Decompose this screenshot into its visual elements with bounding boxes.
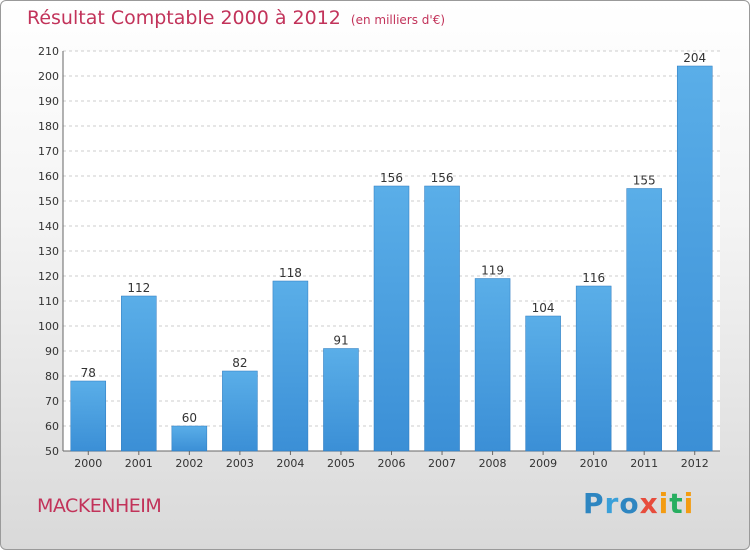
- x-tick-label: 2002: [175, 457, 203, 470]
- y-tick-label: 50: [45, 445, 59, 458]
- value-label: 118: [279, 266, 302, 280]
- y-tick-label: 80: [45, 370, 59, 383]
- proxiti-logo: Proxiti: [583, 487, 694, 520]
- value-label: 112: [127, 281, 150, 295]
- y-tick-label: 140: [38, 220, 59, 233]
- x-tick-label: 2007: [428, 457, 456, 470]
- bar: [222, 370, 258, 452]
- x-tick-label: 2001: [125, 457, 153, 470]
- bar: [323, 348, 359, 452]
- value-label: 119: [481, 264, 504, 278]
- value-label: 104: [532, 301, 555, 315]
- y-tick-label: 150: [38, 195, 59, 208]
- x-tick-label: 2003: [226, 457, 254, 470]
- x-tick-label: 2008: [479, 457, 507, 470]
- y-tick-label: 210: [38, 45, 59, 58]
- y-tick-label: 90: [45, 345, 59, 358]
- y-tick-label: 100: [38, 320, 59, 333]
- value-label: 78: [81, 366, 96, 380]
- y-tick-label: 190: [38, 95, 59, 108]
- bar: [272, 280, 309, 452]
- x-tick-label: 2005: [327, 457, 355, 470]
- x-tick-label: 2010: [580, 457, 608, 470]
- bar: [70, 380, 107, 452]
- x-tick-label: 2000: [74, 457, 102, 470]
- logo-letter: t: [669, 487, 684, 520]
- logo-letter: r: [604, 487, 620, 520]
- bar: [121, 295, 157, 452]
- x-tick-label: 2006: [378, 457, 406, 470]
- logo-letter: o: [619, 487, 640, 520]
- value-label: 91: [333, 334, 348, 348]
- value-label: 204: [683, 51, 706, 65]
- value-label: 156: [380, 171, 403, 185]
- x-tick-label: 2004: [276, 457, 304, 470]
- value-label: 60: [182, 411, 197, 425]
- bar: [474, 278, 511, 452]
- bar: [525, 315, 561, 452]
- y-tick-label: 200: [38, 70, 59, 83]
- y-tick-label: 170: [38, 145, 59, 158]
- y-tick-label: 60: [45, 420, 59, 433]
- value-label: 155: [633, 174, 656, 188]
- bar: [373, 185, 410, 452]
- value-label: 116: [582, 271, 605, 285]
- y-tick-label: 160: [38, 170, 59, 183]
- unit-note: (en milliers d'€): [350, 13, 446, 27]
- bar: [171, 425, 208, 452]
- bar: [575, 285, 612, 452]
- y-tick-label: 70: [45, 395, 59, 408]
- y-tick-label: 130: [38, 245, 59, 258]
- logo-letter: P: [583, 487, 605, 520]
- x-tick-label: 2011: [630, 457, 658, 470]
- logo-letter: i: [658, 487, 670, 520]
- bar: [626, 188, 662, 452]
- logo-letter: x: [639, 487, 659, 520]
- title-text: Résultat Comptable 2000 à 2012: [27, 7, 341, 29]
- y-tick-label: 120: [38, 270, 59, 283]
- x-tick-label: 2012: [681, 457, 709, 470]
- value-label: 82: [232, 356, 247, 370]
- bar: [676, 65, 713, 452]
- bar: [424, 185, 460, 452]
- x-tick-label: 2009: [529, 457, 557, 470]
- town-name: MACKENHEIM: [37, 495, 162, 517]
- y-tick-label: 180: [38, 120, 59, 133]
- y-tick-label: 110: [38, 295, 59, 308]
- chart-title: Résultat Comptable 2000 à 2012 (en millie…: [27, 7, 445, 29]
- value-label: 156: [431, 171, 454, 185]
- logo-letter: i: [683, 487, 695, 520]
